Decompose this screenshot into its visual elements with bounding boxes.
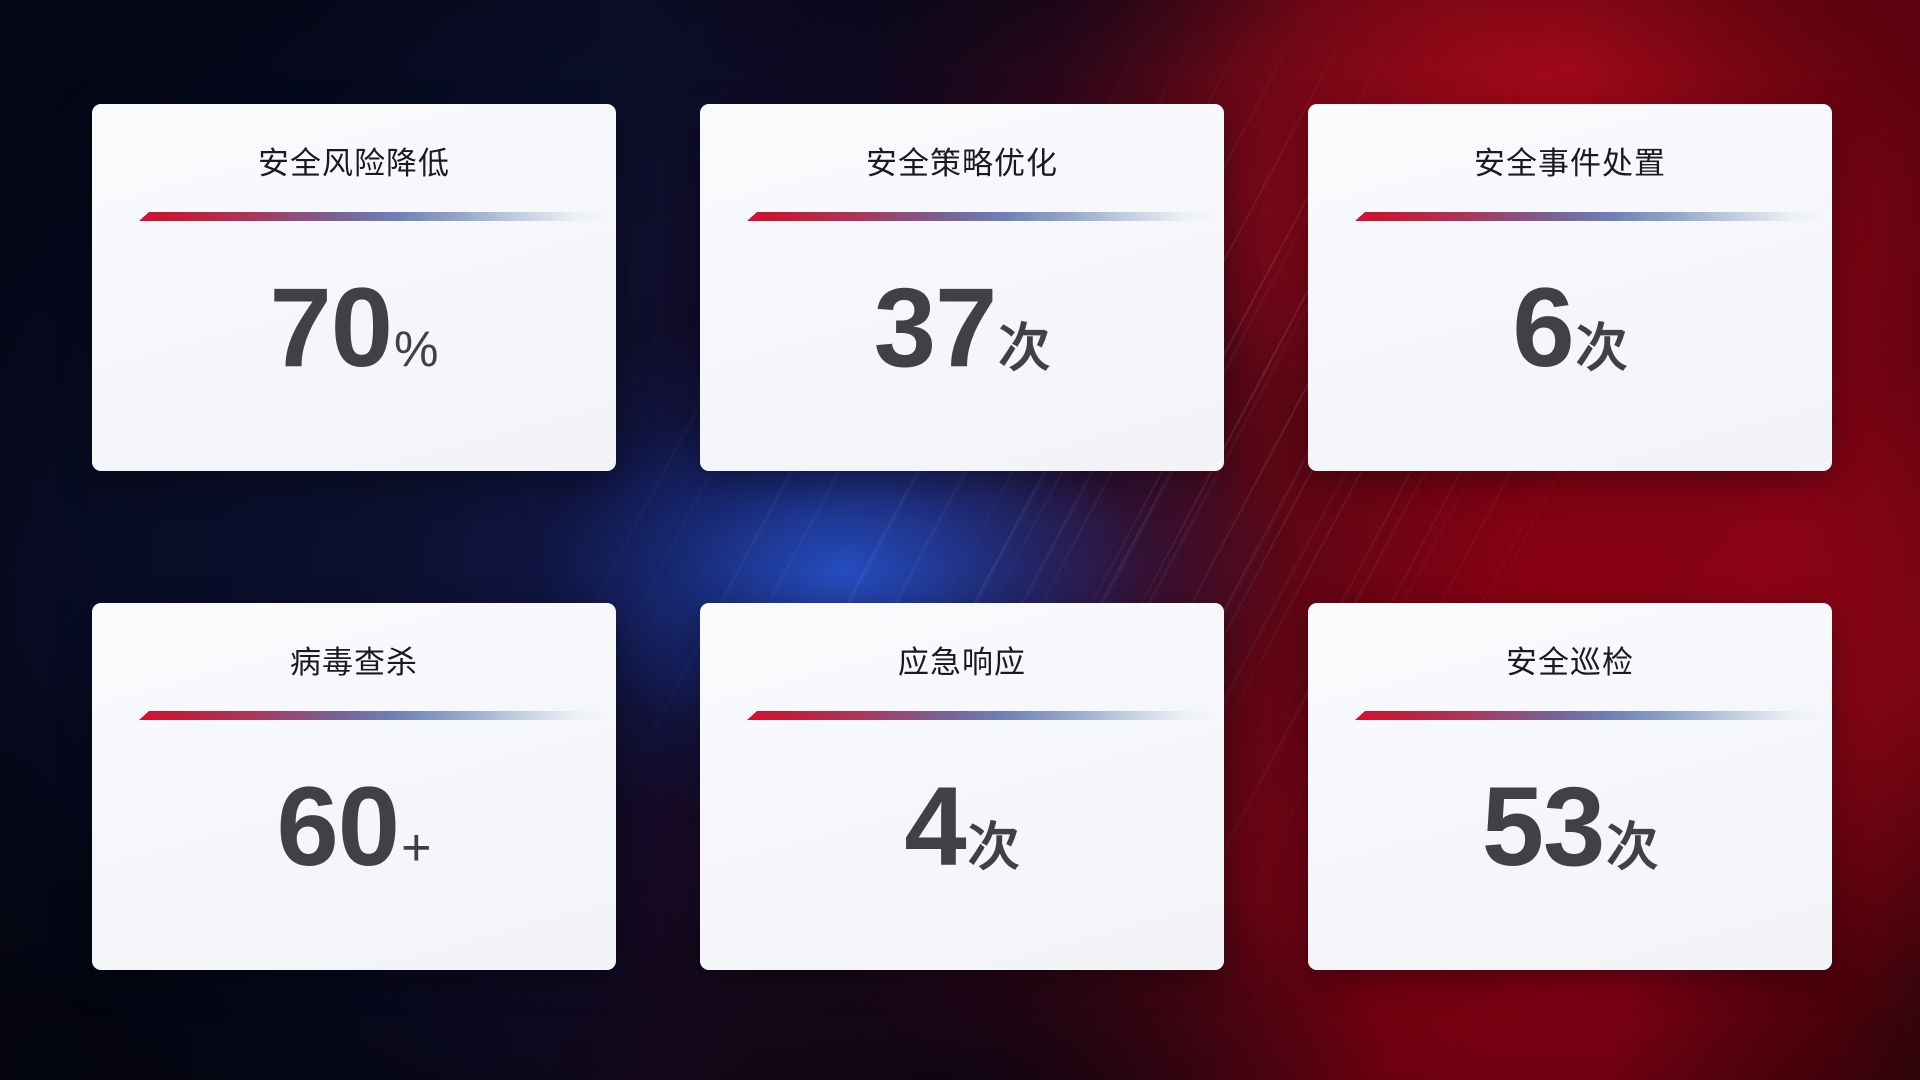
accent-bar <box>747 212 1210 221</box>
stat-value-suffix: % <box>394 321 439 377</box>
accent-bar <box>747 711 1210 720</box>
stat-card-value: 53次 <box>1308 771 1832 883</box>
stat-card[interactable]: 安全策略优化 37次 <box>700 104 1224 471</box>
stat-card[interactable]: 应急响应 4次 <box>700 603 1224 970</box>
stat-card-title: 安全风险降低 <box>258 146 450 181</box>
stat-card-title: 病毒查杀 <box>290 645 418 680</box>
stat-card-title: 安全巡检 <box>1506 645 1634 680</box>
stat-card-title: 安全策略优化 <box>866 146 1058 181</box>
stat-card[interactable]: 安全巡检 53次 <box>1308 603 1832 970</box>
accent-bar <box>1355 212 1818 221</box>
stat-value-suffix: + <box>401 819 432 877</box>
stat-card-value: 70% <box>92 272 616 384</box>
stat-value-suffix: 次 <box>1575 320 1628 378</box>
stat-card-title: 安全事件处置 <box>1474 146 1666 181</box>
stat-value-number: 37 <box>873 265 998 390</box>
stat-card-value: 60+ <box>92 771 616 883</box>
stat-value-number: 70 <box>269 265 393 390</box>
stat-card-value: 4次 <box>700 771 1224 883</box>
stat-value-number: 53 <box>1481 764 1606 889</box>
stat-value-number: 6 <box>1512 265 1574 390</box>
stat-card-title: 应急响应 <box>898 645 1026 680</box>
stat-value-number: 60 <box>276 764 401 889</box>
stat-value-suffix: 次 <box>967 819 1020 877</box>
accent-bar <box>139 711 602 720</box>
accent-bar <box>139 212 602 221</box>
stat-value-suffix: 次 <box>998 320 1051 378</box>
stat-card[interactable]: 安全事件处置 6次 <box>1308 104 1832 471</box>
stat-value-number: 4 <box>904 764 966 889</box>
stat-card-value: 6次 <box>1308 272 1832 384</box>
stat-card[interactable]: 病毒查杀 60+ <box>92 603 616 970</box>
stat-card-grid: 安全风险降低 70% 安全策略优化 37次 安全事件处置 6次 病毒查杀 60+ <box>92 104 1832 970</box>
stat-card-value: 37次 <box>700 272 1224 384</box>
stat-value-suffix: 次 <box>1606 819 1659 877</box>
stat-card[interactable]: 安全风险降低 70% <box>92 104 616 471</box>
accent-bar <box>1355 711 1818 720</box>
